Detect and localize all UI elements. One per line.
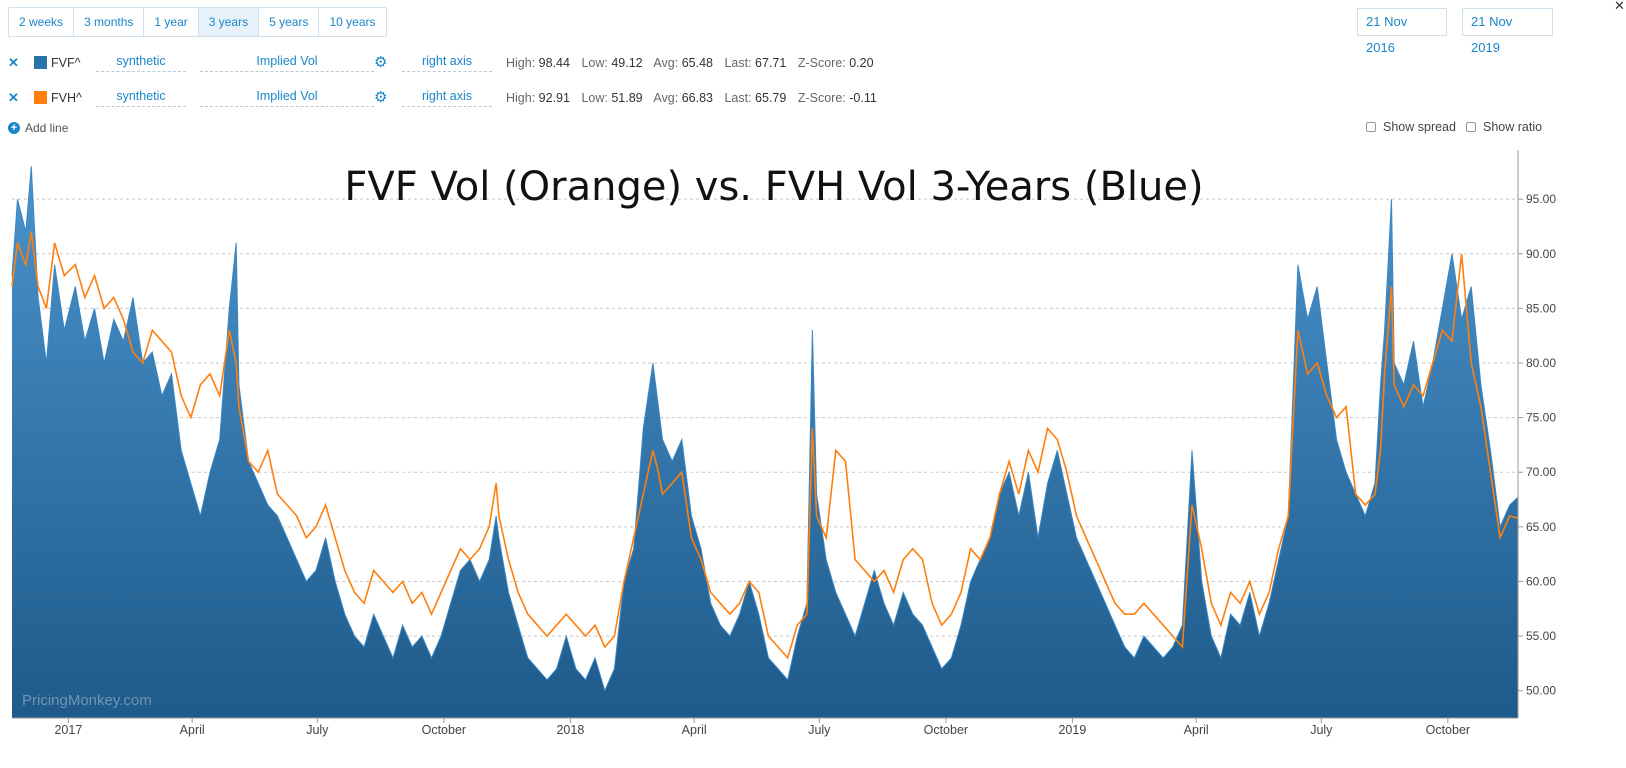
- axis-select[interactable]: right axis: [402, 85, 492, 107]
- axis-select[interactable]: right axis: [402, 50, 492, 72]
- y-tick-label: 75.00: [1526, 411, 1556, 425]
- y-axis: 50.00 55.00 60.00 65.00 70.00 75.00 80.00 85.00…: [1518, 192, 1556, 698]
- avg-label: Avg:: [653, 91, 679, 105]
- field-select[interactable]: Implied Vol: [200, 50, 374, 72]
- last-label: Last:: [724, 56, 752, 70]
- range-10-years-button[interactable]: 10 years: [319, 8, 386, 36]
- x-axis: 2017 April July October 2018 April July October…: [54, 718, 1470, 737]
- source-select[interactable]: synthetic: [96, 50, 186, 72]
- series-row-fvf: ✕ FVF^ synthetic Implied Vol ⚙ right axi…: [0, 50, 1000, 76]
- zscore-value: -0.11: [849, 91, 877, 105]
- series-layer: [11, 166, 1519, 718]
- last-label: Last:: [724, 91, 752, 105]
- last-value: 67.71: [755, 56, 787, 70]
- source-select[interactable]: synthetic: [96, 85, 186, 107]
- x-tick-label: October: [924, 723, 968, 737]
- high-label: High:: [506, 91, 536, 105]
- y-tick-label: 85.00: [1526, 301, 1556, 315]
- range-2-weeks-button[interactable]: 2 weeks: [9, 8, 75, 36]
- add-line-label: Add line: [25, 121, 69, 135]
- avg-value: 66.83: [681, 91, 713, 105]
- y-tick-label: 50.00: [1526, 684, 1556, 698]
- series-row-fvh: ✕ FVH^ synthetic Implied Vol ⚙ right axi…: [0, 85, 1000, 111]
- avg-value: 65.48: [681, 56, 713, 70]
- low-value: 51.89: [611, 91, 643, 105]
- show-ratio-label: Show ratio: [1483, 120, 1543, 134]
- series-ticker[interactable]: FVH^: [51, 91, 82, 105]
- field-select[interactable]: Implied Vol: [200, 85, 374, 107]
- end-date-input[interactable]: 21 Nov 2019: [1462, 8, 1553, 55]
- remove-series-icon[interactable]: ✕: [8, 90, 19, 105]
- checkbox-icon: [1466, 122, 1476, 132]
- series-stats: High: 92.91 Low: 51.89 Avg: 66.83 Last: …: [506, 85, 885, 111]
- zscore-label: Z-Score:: [797, 91, 846, 105]
- checkbox-icon: [1366, 122, 1376, 132]
- range-1-year-button[interactable]: 1 year: [144, 8, 199, 36]
- range-5-years-button[interactable]: 5 years: [259, 8, 320, 36]
- range-3-years-button[interactable]: 3 years: [198, 8, 260, 36]
- series-stats: High: 98.44 Low: 49.12 Avg: 65.48 Last: …: [506, 50, 882, 76]
- x-tick-label: April: [682, 723, 707, 737]
- x-tick-label: July: [808, 723, 831, 737]
- gear-icon[interactable]: ⚙: [374, 89, 388, 106]
- y-tick-label: 80.00: [1526, 356, 1556, 370]
- high-label: High:: [506, 56, 536, 70]
- x-tick-label: October: [422, 723, 466, 737]
- x-tick-label: 2017: [54, 723, 82, 737]
- range-3-months-button[interactable]: 3 months: [74, 8, 145, 36]
- series-edge-fvf: [11, 166, 1519, 693]
- y-tick-label: 60.00: [1526, 574, 1556, 588]
- series-area-fvf: [12, 166, 1518, 718]
- high-value: 92.91: [538, 91, 570, 105]
- y-tick-label: 55.00: [1526, 629, 1556, 643]
- y-tick-label: 65.00: [1526, 520, 1556, 534]
- y-tick-label: 70.00: [1526, 465, 1556, 479]
- last-value: 65.79: [755, 91, 787, 105]
- x-tick-label: July: [306, 723, 329, 737]
- zscore-label: Z-Score:: [797, 56, 846, 70]
- y-tick-label: 90.00: [1526, 247, 1556, 261]
- series-color-swatch[interactable]: [34, 56, 47, 69]
- series-ticker[interactable]: FVF^: [51, 56, 81, 70]
- x-tick-label: 2018: [556, 723, 584, 737]
- x-tick-label: July: [1310, 723, 1333, 737]
- x-tick-label: 2019: [1058, 723, 1086, 737]
- avg-label: Avg:: [653, 56, 679, 70]
- show-spread-checkbox[interactable]: Show spread: [1366, 120, 1456, 134]
- zscore-value: 0.20: [849, 56, 874, 70]
- remove-series-icon[interactable]: ✕: [8, 55, 19, 70]
- watermark: PricingMonkey.com: [22, 692, 152, 709]
- add-line-button[interactable]: + Add line: [8, 121, 68, 135]
- series-line-fvh: [11, 231, 1519, 660]
- x-tick-label: October: [1426, 723, 1470, 737]
- gear-icon[interactable]: ⚙: [374, 54, 388, 71]
- range-selector: 2 weeks 3 months 1 year 3 years 5 years …: [8, 7, 387, 37]
- low-value: 49.12: [611, 56, 643, 70]
- show-spread-label: Show spread: [1383, 120, 1456, 134]
- high-value: 98.44: [538, 56, 570, 70]
- close-icon[interactable]: ✕: [1614, 0, 1625, 13]
- show-ratio-checkbox[interactable]: Show ratio: [1466, 120, 1542, 134]
- low-label: Low:: [581, 91, 608, 105]
- series-color-swatch[interactable]: [34, 91, 47, 104]
- x-tick-label: April: [180, 723, 205, 737]
- y-tick-label: 95.00: [1526, 192, 1556, 206]
- chart-title: FVF Vol (Orange) vs. FVH Vol 3-Years (Bl…: [344, 164, 1203, 210]
- start-date-input[interactable]: 21 Nov 2016: [1357, 8, 1447, 55]
- x-tick-label: April: [1184, 723, 1209, 737]
- low-label: Low:: [581, 56, 608, 70]
- plus-circle-icon: +: [8, 122, 20, 134]
